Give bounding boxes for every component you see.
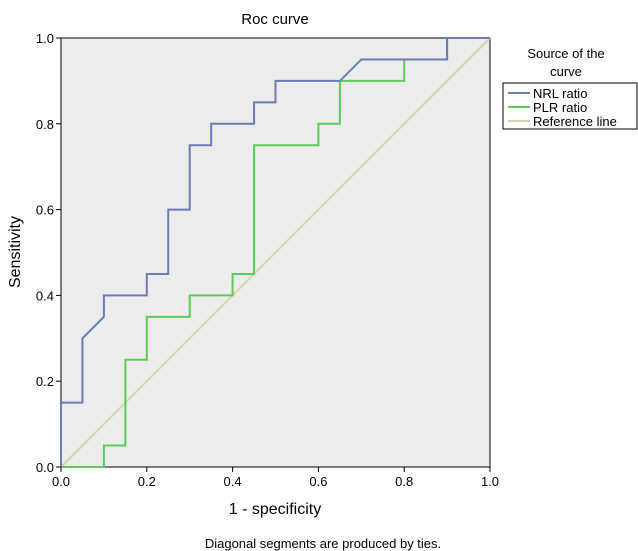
legend-label-reference-line: Reference line bbox=[533, 114, 617, 129]
y-tick-label: 0.8 bbox=[36, 117, 54, 132]
y-axis-label: Sensitivity bbox=[7, 216, 24, 288]
series-layer bbox=[60, 37, 491, 468]
chart-title: Roc curve bbox=[241, 11, 309, 28]
x-tick-label: 0.6 bbox=[309, 474, 327, 489]
legend-label-plr-ratio: PLR ratio bbox=[533, 100, 587, 115]
y-tick-label: 0.6 bbox=[36, 203, 54, 218]
y-tick-label: 0.0 bbox=[36, 460, 54, 475]
ticks-layer: 0.0 0.2 0.4 0.6 0.8 1.0 0.0 0.2 0.4 0.6 0.8 1.0 bbox=[36, 31, 499, 489]
x-tick-label: 1.0 bbox=[481, 474, 499, 489]
series-line-nrl-ratio bbox=[60, 37, 490, 467]
x-tick-label: 0.0 bbox=[52, 474, 70, 489]
x-tick-label: 0.4 bbox=[224, 474, 242, 489]
y-tick-label: 0.4 bbox=[36, 288, 54, 303]
y-tick-label: 0.2 bbox=[36, 374, 54, 389]
y-tick-label: 1.0 bbox=[36, 31, 54, 46]
legend-title-line-2: curve bbox=[550, 64, 582, 79]
legend-label-nrl-ratio: NRL ratio bbox=[533, 86, 587, 101]
series-line-plr-ratio bbox=[61, 37, 490, 468]
x-axis-label: 1 - specificity bbox=[229, 501, 321, 518]
x-tick-label: 0.2 bbox=[138, 474, 156, 489]
footnote: Diagonal segments are produced by ties. bbox=[205, 536, 441, 551]
legend-title-line-1: Source of the bbox=[527, 46, 604, 61]
series-line-reference-line bbox=[60, 37, 491, 468]
x-tick-label: 0.8 bbox=[395, 474, 413, 489]
